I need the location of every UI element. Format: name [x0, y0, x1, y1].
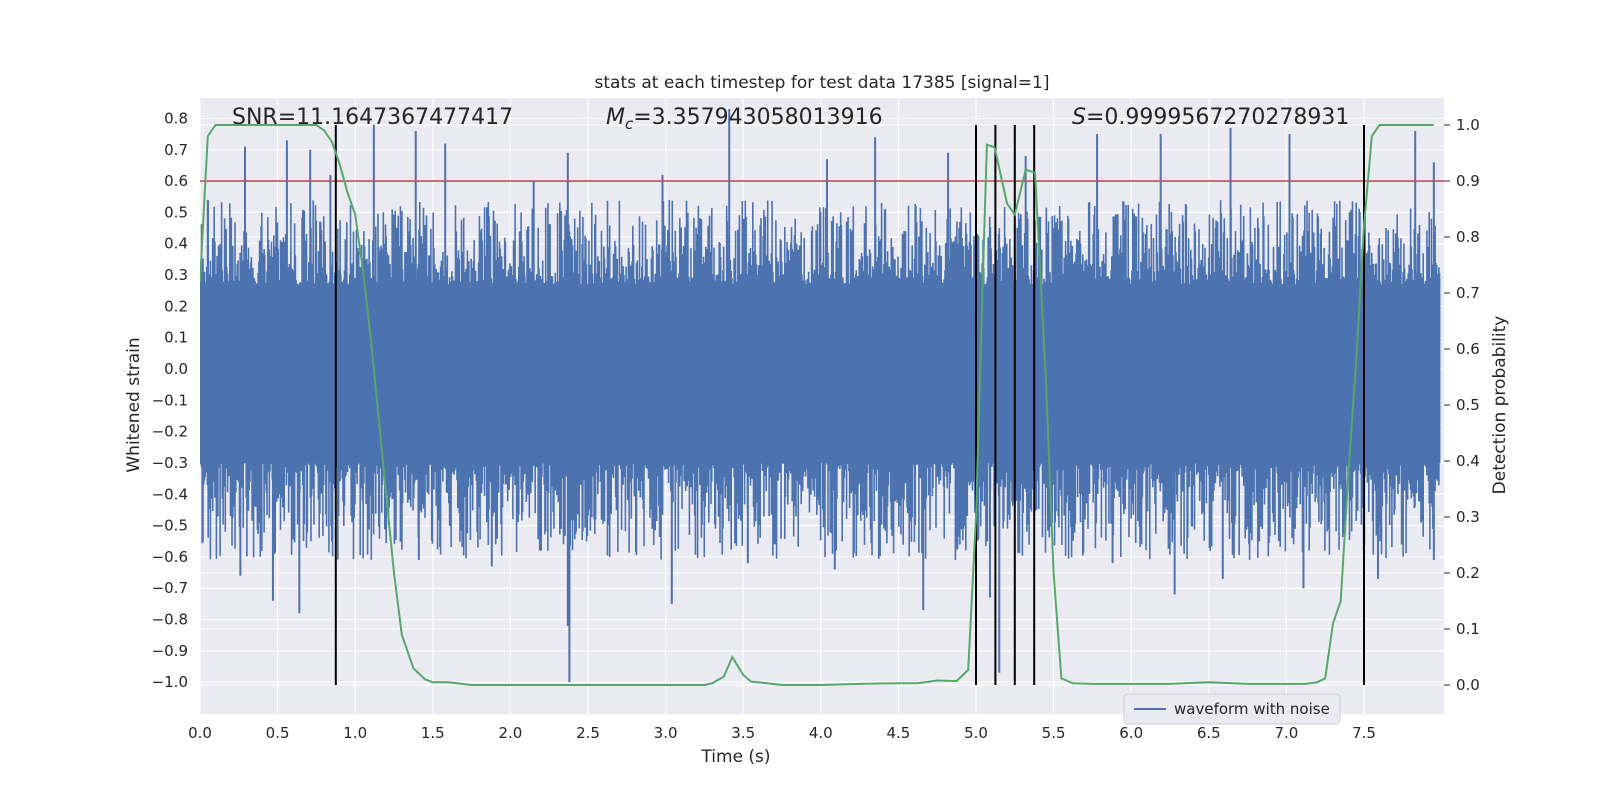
x-tick-label: 1.0	[343, 724, 367, 742]
x-tick-label: 7.0	[1274, 724, 1298, 742]
x-tick-label: 2.0	[498, 724, 522, 742]
y-tick-label: 0.4	[164, 235, 188, 253]
y-tick-label: 0.0	[164, 360, 188, 378]
y-tick-label: −0.4	[152, 485, 188, 503]
y2-tick-label: 0.6	[1456, 340, 1480, 358]
y2-tick-label: 0.4	[1456, 452, 1480, 470]
legend-box	[1123, 693, 1341, 725]
x-tick-label: 1.5	[421, 724, 445, 742]
y-tick-label: −0.9	[152, 642, 188, 660]
x-axis-label: Time (s)	[700, 747, 770, 767]
y-tick-label: −0.5	[152, 517, 188, 535]
y2-tick-label: 0.3	[1456, 508, 1480, 526]
x-tick-label: 5.0	[964, 724, 988, 742]
x-tick-label: 4.0	[809, 724, 833, 742]
x-tick-label: 6.5	[1197, 724, 1221, 742]
chart-title: stats at each timestep for test data 173…	[595, 73, 1050, 93]
y2-tick-label: 1.0	[1456, 116, 1480, 134]
y2-tick-label: 0.0	[1456, 676, 1480, 694]
y2-tick-label: 0.9	[1456, 172, 1480, 190]
y2-tick-label: 0.1	[1456, 620, 1480, 638]
x-tick-label: 5.5	[1042, 724, 1066, 742]
x-tick-label: 6.0	[1119, 724, 1143, 742]
y-axis-label: Whitened strain	[124, 337, 144, 472]
x-axis-ticks: 0.0 0.5 1.0 1.5 2.0 2.5 3.0 3.5 4.0 4.5 5.0 5.5 6.0 6…	[188, 724, 1376, 742]
y2-tick-label: 0.7	[1456, 284, 1480, 302]
detection-probability-line	[200, 124, 1434, 686]
y-tick-label: −1.0	[152, 673, 188, 691]
y-tick-label: −0.6	[152, 548, 188, 566]
x-tick-label: 7.5	[1352, 724, 1376, 742]
y2-axis-ticks: 1.0 0.9 0.8 0.7 0.6 0.5 0.4 0.3 0.2 0.1 0.0	[1444, 116, 1480, 694]
y-tick-label: 0.5	[164, 203, 188, 221]
x-tick-label: 3.5	[731, 724, 755, 742]
y-tick-label: 0.7	[164, 141, 188, 159]
legend: waveform with noise	[1123, 693, 1341, 725]
y-tick-label: 0.1	[164, 329, 188, 347]
y-tick-label: 0.2	[164, 297, 188, 315]
snr-annotation: SNR=11.1647367477417	[232, 105, 513, 130]
significance-annotation: S=0.9999567270278931	[1072, 105, 1349, 130]
x-tick-label: 0.0	[188, 724, 212, 742]
x-tick-label: 4.5	[886, 724, 910, 742]
y2-tick-label: 0.2	[1456, 564, 1480, 582]
y2-tick-label: 0.5	[1456, 396, 1480, 414]
y-tick-label: 0.3	[164, 266, 188, 284]
waveform-core	[200, 284, 1441, 463]
x-tick-label: 0.5	[266, 724, 290, 742]
y-tick-label: −0.8	[152, 611, 188, 629]
y2-tick-label: 0.8	[1456, 228, 1480, 246]
x-tick-label: 2.5	[576, 724, 600, 742]
y-tick-label: −0.3	[152, 454, 188, 472]
chirp-mass-annotation: Mc=3.357943058013916	[606, 105, 883, 133]
waveform-series	[200, 109, 1441, 683]
y2-axis-label: Detection probability	[1490, 316, 1510, 495]
x-tick-label: 3.0	[654, 724, 678, 742]
y-tick-label: −0.1	[152, 391, 188, 409]
legend-label: waveform with noise	[1174, 700, 1330, 718]
y-tick-label: 0.6	[164, 172, 188, 190]
y-tick-label: −0.7	[152, 579, 188, 597]
y-tick-label: −0.2	[152, 423, 188, 441]
y-tick-label: 0.8	[164, 109, 188, 127]
y-axis-ticks: 0.8 0.7 0.6 0.5 0.4 0.3 0.2 0.1 0.0 −0.1 −0.2 −0.3 −…	[152, 109, 188, 691]
